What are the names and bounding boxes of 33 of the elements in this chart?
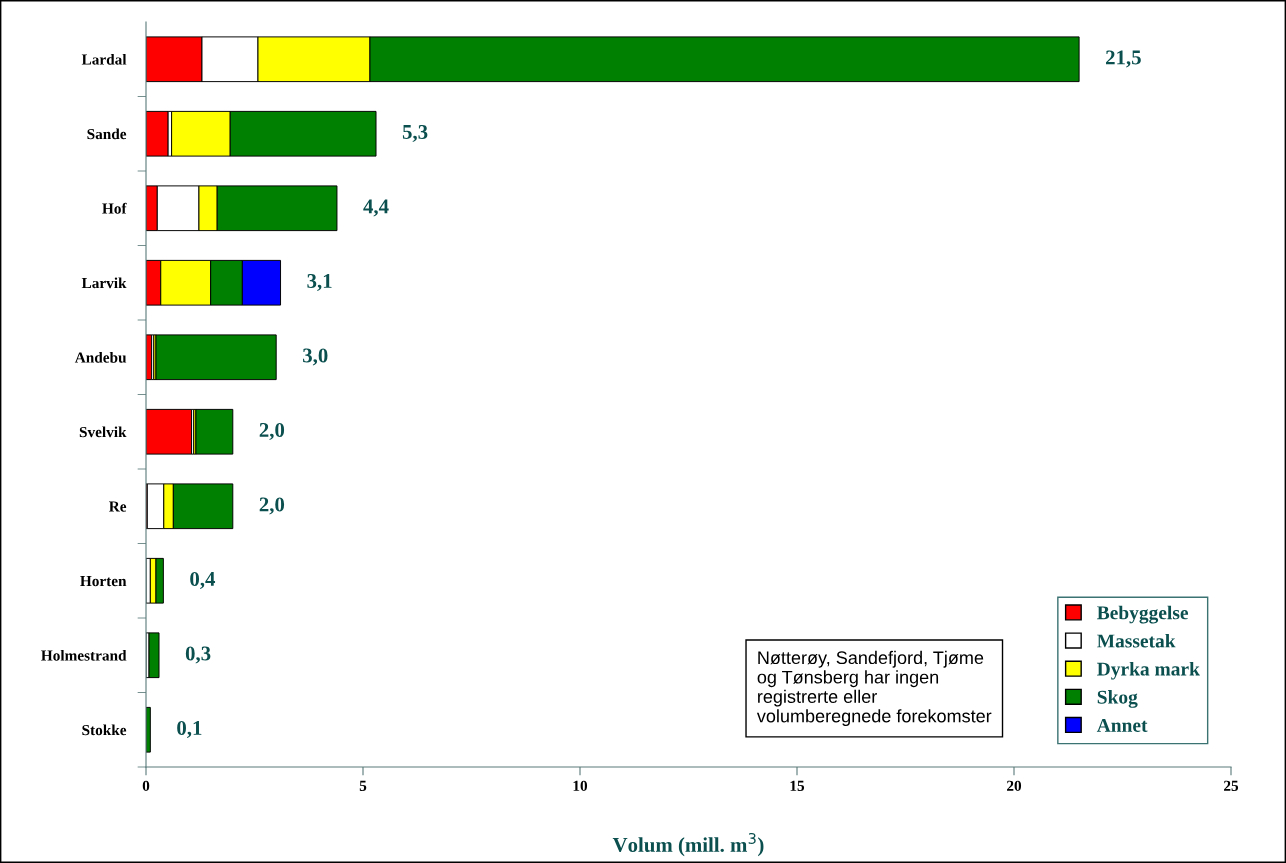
y-tick-label: Larvik — [81, 277, 127, 289]
y-tick-label: Holmestrand — [41, 649, 127, 661]
x-axis-title: Volum (mill. m$^{3}$) — [612, 832, 764, 857]
legend-label: Annet — [1096, 718, 1148, 732]
x-tick-label: 10 — [573, 780, 588, 791]
total-label: 4,4 — [363, 199, 389, 217]
y-tick-label: Stokke — [82, 724, 127, 736]
y-tick-label: Hof — [102, 202, 127, 214]
total-label: 3,0 — [303, 348, 328, 366]
y-tick-label: Sande — [87, 128, 127, 140]
total-label: 2,0 — [259, 497, 285, 515]
legend-label: Dyrka mark — [1097, 661, 1200, 680]
x-tick-label: 25 — [1224, 780, 1239, 791]
total-label: 0,1 — [177, 720, 202, 738]
legend-label: Bebyggelse — [1097, 605, 1189, 624]
x-tick-label: 5 — [359, 780, 367, 791]
total-label: 5,3 — [402, 124, 428, 142]
y-tick-label: Svelvik — [79, 426, 127, 438]
annotation: Nøtterøy, Sandefjord, Tjøme og Tønsberg har ingen registrerte eller volumberegnede forekomster — [756, 650, 992, 727]
y-tick-label: Horten — [80, 576, 127, 587]
y-tick-label: Re — [109, 501, 127, 512]
total-label: 0,3 — [185, 646, 211, 664]
legend-label: Massetak — [1097, 633, 1176, 648]
x-tick-label: 15 — [790, 780, 805, 791]
total-label: 0,4 — [190, 571, 216, 589]
total-label: 3,1 — [307, 273, 332, 291]
y-tick-label: Lardal — [81, 53, 127, 65]
x-tick-label: 0 — [142, 780, 150, 791]
legend-label: Skog — [1097, 690, 1138, 708]
total-label: 2,0 — [259, 422, 285, 440]
y-tick-label: Andebu — [74, 351, 127, 363]
total-label: 21,5 — [1106, 50, 1141, 68]
x-tick-label: 20 — [1007, 780, 1022, 791]
